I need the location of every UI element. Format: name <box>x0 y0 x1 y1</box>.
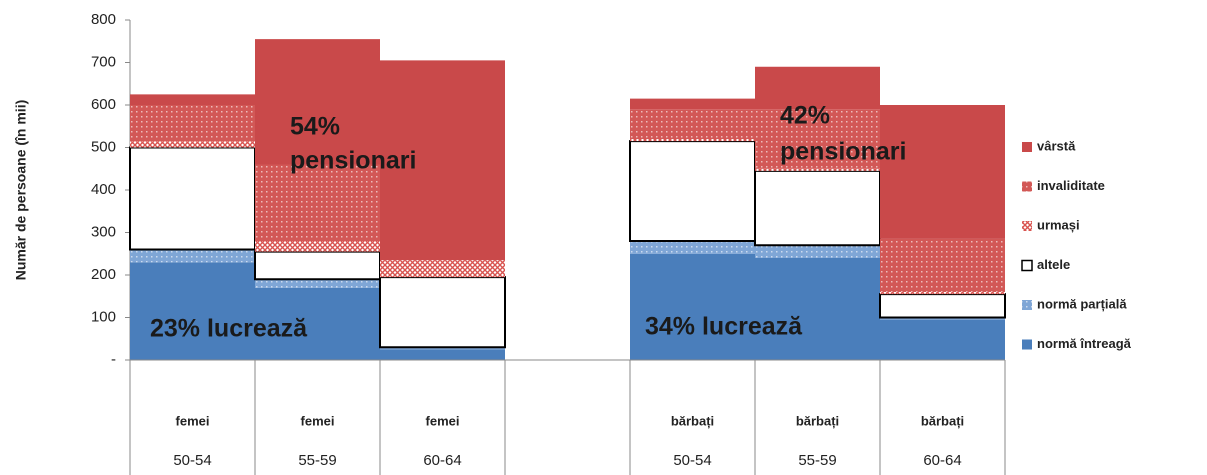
bar-segment <box>380 60 505 261</box>
annotation: 42% <box>780 102 830 130</box>
category-group: femei <box>176 413 210 428</box>
bar-segment <box>880 292 1005 295</box>
bar-segment <box>880 105 1005 239</box>
x-tick-label: 50-54 <box>673 452 711 469</box>
bar-segment <box>755 258 880 360</box>
bar-segment <box>755 245 880 258</box>
bar-segment <box>630 139 755 142</box>
legend-swatch <box>1022 181 1032 192</box>
category-group: bărbați <box>796 413 839 428</box>
bar-segment <box>255 39 380 165</box>
category-group: bărbați <box>671 413 714 428</box>
legend-swatch <box>1022 300 1032 310</box>
legend-swatch <box>1022 142 1032 152</box>
y-tick-label: 200 <box>91 266 116 283</box>
bar-segment <box>254 250 381 281</box>
y-tick-label: 600 <box>91 96 116 113</box>
legend-label: normă întreagă <box>1037 336 1132 351</box>
x-tick-label: 60-64 <box>423 452 461 469</box>
x-tick-label: 55-59 <box>298 452 336 469</box>
x-tick-label: 55-59 <box>798 452 836 469</box>
annotation: pensionari <box>290 147 416 175</box>
bar-segment <box>880 319 1005 360</box>
category-group: bărbați <box>921 413 964 428</box>
bar-segment <box>129 146 256 251</box>
legend-label: altele <box>1037 257 1070 272</box>
annotation: 54% <box>290 113 340 141</box>
bar-segment <box>255 164 380 241</box>
bar-segment <box>255 287 380 360</box>
y-axis-label: Număr de persoane (în mii) <box>13 100 29 280</box>
bar-segment <box>630 109 755 139</box>
bar-segment <box>380 260 505 278</box>
bar-segment <box>255 279 380 288</box>
y-tick-label: 700 <box>91 53 116 70</box>
legend-label: vârstă <box>1037 138 1076 153</box>
bar-segment <box>130 141 255 148</box>
legend-label: urmași <box>1037 217 1080 232</box>
legend-swatch <box>1021 259 1033 272</box>
bar-segment <box>380 349 505 360</box>
bar-segment <box>880 238 1005 292</box>
category-group: femei <box>301 413 335 428</box>
annotation: 23% lucrează <box>150 315 308 343</box>
bar-segment <box>130 105 255 142</box>
annotation: pensionari <box>780 138 906 166</box>
bar-segment <box>130 262 255 360</box>
bar-segment <box>130 94 255 105</box>
bar-segment <box>630 253 755 360</box>
bar-segment <box>880 317 1005 320</box>
annotation: 34% lucrează <box>645 313 803 341</box>
y-tick-label: - <box>111 351 116 368</box>
bar-segment <box>755 168 880 171</box>
legend-label: invaliditate <box>1037 178 1105 193</box>
bar-segment <box>755 66 880 110</box>
y-tick-label: 500 <box>91 138 116 155</box>
y-tick-label: 100 <box>91 308 116 325</box>
x-tick-label: 50-54 <box>173 452 211 469</box>
y-tick-label: 800 <box>91 11 116 28</box>
bar-segment <box>130 249 255 263</box>
bar-segment <box>255 241 380 252</box>
y-tick-label: 300 <box>91 223 116 240</box>
legend-swatch <box>1022 221 1032 231</box>
bar-segment <box>380 347 505 350</box>
legend-swatch <box>1022 339 1032 350</box>
y-tick-label: 400 <box>91 181 116 198</box>
category-group: femei <box>426 413 460 428</box>
x-tick-label: 60-64 <box>923 452 961 469</box>
bar-segment <box>755 109 880 169</box>
bar-segment <box>879 293 1006 319</box>
bar-segment <box>379 276 506 349</box>
bar-segment <box>754 169 881 247</box>
bar-segment <box>629 140 756 242</box>
bar-segment <box>630 241 755 254</box>
legend-label: normă parțială <box>1037 296 1127 311</box>
bar-segment <box>630 98 755 110</box>
